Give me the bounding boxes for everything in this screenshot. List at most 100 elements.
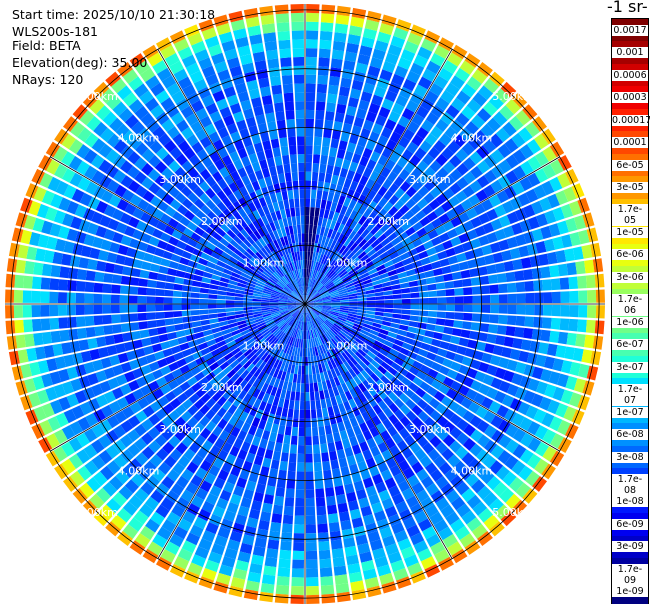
range-bin-cell [116,396,129,410]
range-bin-cell [119,212,132,225]
range-bin-cell [362,197,372,208]
range-bin-cell [120,323,131,333]
range-bin-cell [294,198,300,208]
range-bin-cell [366,293,376,298]
range-bin-cell [344,322,354,328]
range-bin-cell [360,91,373,103]
range-bin-cell [209,485,222,498]
start-time-label: Start time: 2025/10/10 21:30:18 [12,7,216,22]
range-bin-cell [449,168,463,182]
range-bin-cell [241,175,251,186]
range-bin-cell [342,438,351,449]
range-bin-cell [243,297,253,301]
range-bin-cell [488,324,498,334]
range-bin-cell [221,328,231,336]
range-bin-cell [321,362,327,373]
range-bin-cell [305,92,316,102]
range-bin-cell [314,119,324,129]
range-bin-cell [314,318,321,327]
range-bin-cell [410,393,422,404]
range-bin-cell [302,277,304,287]
range-bin-cell [293,310,300,319]
range-bin-cell [258,197,267,208]
range-bin-cell [234,296,244,301]
range-bin-cell [305,74,317,84]
range-bin-cell [333,241,340,251]
range-bin-cell [294,365,299,375]
range-bin-cell [549,141,565,158]
range-bin-cell [363,389,373,400]
range-bin-cell [298,338,302,348]
range-bin-cell [231,252,241,261]
range-bin-cell [252,254,262,263]
range-bin-cell [183,370,194,381]
range-bin-cell [253,398,262,409]
range-bin-cell [128,99,144,114]
range-bin-cell [321,294,331,299]
range-bin-cell [278,200,285,211]
range-bin-cell [329,313,338,319]
range-bin-cell [438,213,450,224]
range-bin-cell [141,261,152,271]
range-bin-cell [266,355,274,365]
range-bin-cell [309,320,314,330]
range-bin-cell [496,404,509,418]
range-bin-cell [525,121,540,138]
range-bin-cell [325,218,332,229]
range-bin-cell [336,103,347,114]
range-bin-cell [162,250,173,260]
range-bin-cell [364,232,374,242]
range-bin-cell [271,174,279,185]
range-bin-cell [69,421,83,436]
range-bin-cell [212,366,223,376]
range-bin-cell [234,178,245,190]
range-bin-cell [40,277,51,290]
range-bin-cell [367,407,377,419]
range-bin-cell [354,320,364,326]
range-bin-cell [349,508,362,520]
range-bin-cell [120,362,132,373]
range-bin-cell [428,345,440,355]
range-bin-cell [492,481,508,497]
range-bin-cell [346,335,355,343]
range-bin-cell [230,577,246,589]
range-bin-cell [149,140,163,154]
range-bin-cell [285,326,292,335]
range-bin-cell [173,247,184,257]
range-bin-cell [329,183,337,194]
range-bin-cell [222,185,233,197]
range-bin-cell [401,221,412,231]
range-bin-cell [115,222,128,234]
range-bin-cell [276,433,284,444]
range-bin-cell [348,293,358,297]
range-bin-cell [483,439,498,454]
range-bin-cell [83,234,95,247]
range-bin-cell [321,276,329,285]
range-bin-cell [337,331,346,340]
range-bin-cell [349,220,358,230]
range-bin-cell [506,359,518,372]
range-bin-cell [314,261,319,271]
range-bin-cell [261,411,270,422]
range-bin-cell [383,357,394,366]
range-bin-cell [264,421,273,432]
range-bin-cell [174,323,185,331]
range-bin-cell [377,268,388,276]
range-bin-cell [161,75,177,89]
range-bin-cell [438,461,452,475]
range-bin-cell [391,284,401,290]
range-bin-cell [346,188,355,199]
range-bin-cell [63,476,78,492]
range-bin-cell [219,277,230,284]
range-bin-cell [568,318,579,332]
range-bin-cell [313,297,322,302]
range-bin-cell [306,286,309,296]
range-bin-cell [410,204,422,215]
range-bin-cell [252,304,261,307]
range-bin-cell [323,343,329,353]
range-bin-cell [193,422,205,434]
range-bin-cell [491,429,505,444]
range-bin-cell [128,136,143,150]
range-bin-cell [244,71,257,83]
range-bin-cell [148,236,160,247]
